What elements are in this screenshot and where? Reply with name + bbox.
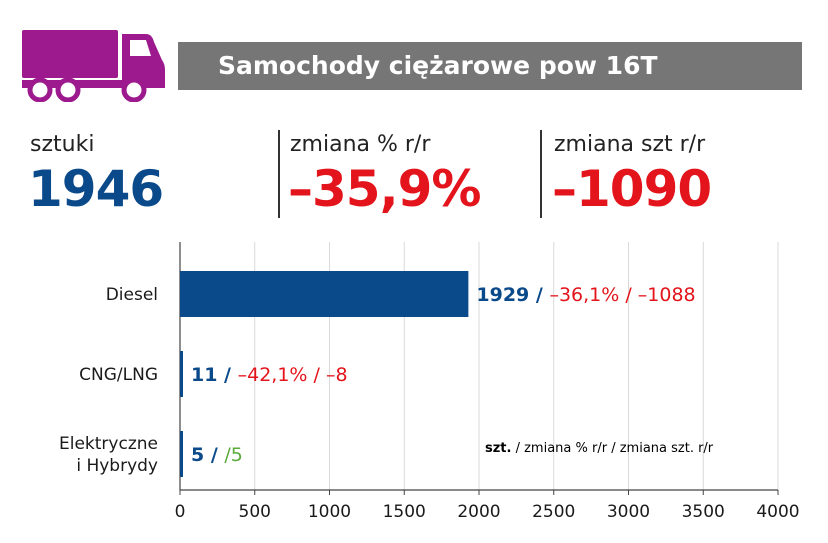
kpi-units-label: sztuki <box>30 132 95 157</box>
category-label: Elektryczne <box>59 434 158 454</box>
kpi-pct-label: zmiana % r/r <box>290 132 431 157</box>
kpi-divider <box>540 130 542 218</box>
x-tick-label: 2000 <box>457 502 500 522</box>
page-title: Samochody ciężarowe pow 16T <box>178 42 802 90</box>
bar <box>180 351 183 397</box>
bar <box>180 271 469 317</box>
x-tick-label: 500 <box>239 502 271 522</box>
legend-rest: / zmiana % r/r / zmiana szt. r/r <box>511 441 713 456</box>
value-separator: / <box>224 444 231 466</box>
category-label: Diesel <box>106 285 158 305</box>
kpi-pct-value: –35,9% <box>288 160 481 218</box>
kpi-abs-label: zmiana szt r/r <box>554 132 706 157</box>
value-units: 11 / <box>191 364 238 386</box>
truck-icon <box>22 30 165 102</box>
x-tick-label: 1000 <box>308 502 351 522</box>
category-label: i Hybrydy <box>76 456 158 476</box>
kpi-divider <box>278 130 280 218</box>
x-tick-label: 1500 <box>383 502 426 522</box>
value-abs-change: –1088 <box>638 284 696 306</box>
value-units: 5 / <box>191 444 224 466</box>
chart-legend: szt. / zmiana % r/r / zmiana szt. r/r <box>485 441 714 456</box>
value-label: 11 / –42,1% / –8 <box>191 364 348 386</box>
x-tick-label: 3500 <box>682 502 725 522</box>
x-tick-label: 3000 <box>607 502 650 522</box>
kpi-abs-value: –1090 <box>552 160 712 218</box>
x-tick-label: 0 <box>175 502 186 522</box>
category-label: CNG/LNG <box>79 365 158 385</box>
x-tick-label: 4000 <box>756 502 799 522</box>
value-units: 1929 / <box>476 284 549 306</box>
value-pct-change: –36,1% / <box>549 284 637 306</box>
value-pct-change: –42,1% / <box>238 364 326 386</box>
value-abs-change: 5 <box>231 444 243 466</box>
value-abs-change: –8 <box>326 364 348 386</box>
value-label: 1929 / –36,1% / –1088 <box>476 284 695 306</box>
legend-units: szt. <box>485 441 511 456</box>
bar <box>180 431 183 477</box>
x-tick-label: 2500 <box>532 502 575 522</box>
value-label: 5 / /5 <box>191 444 243 466</box>
kpi-units-value: 1946 <box>28 160 164 218</box>
